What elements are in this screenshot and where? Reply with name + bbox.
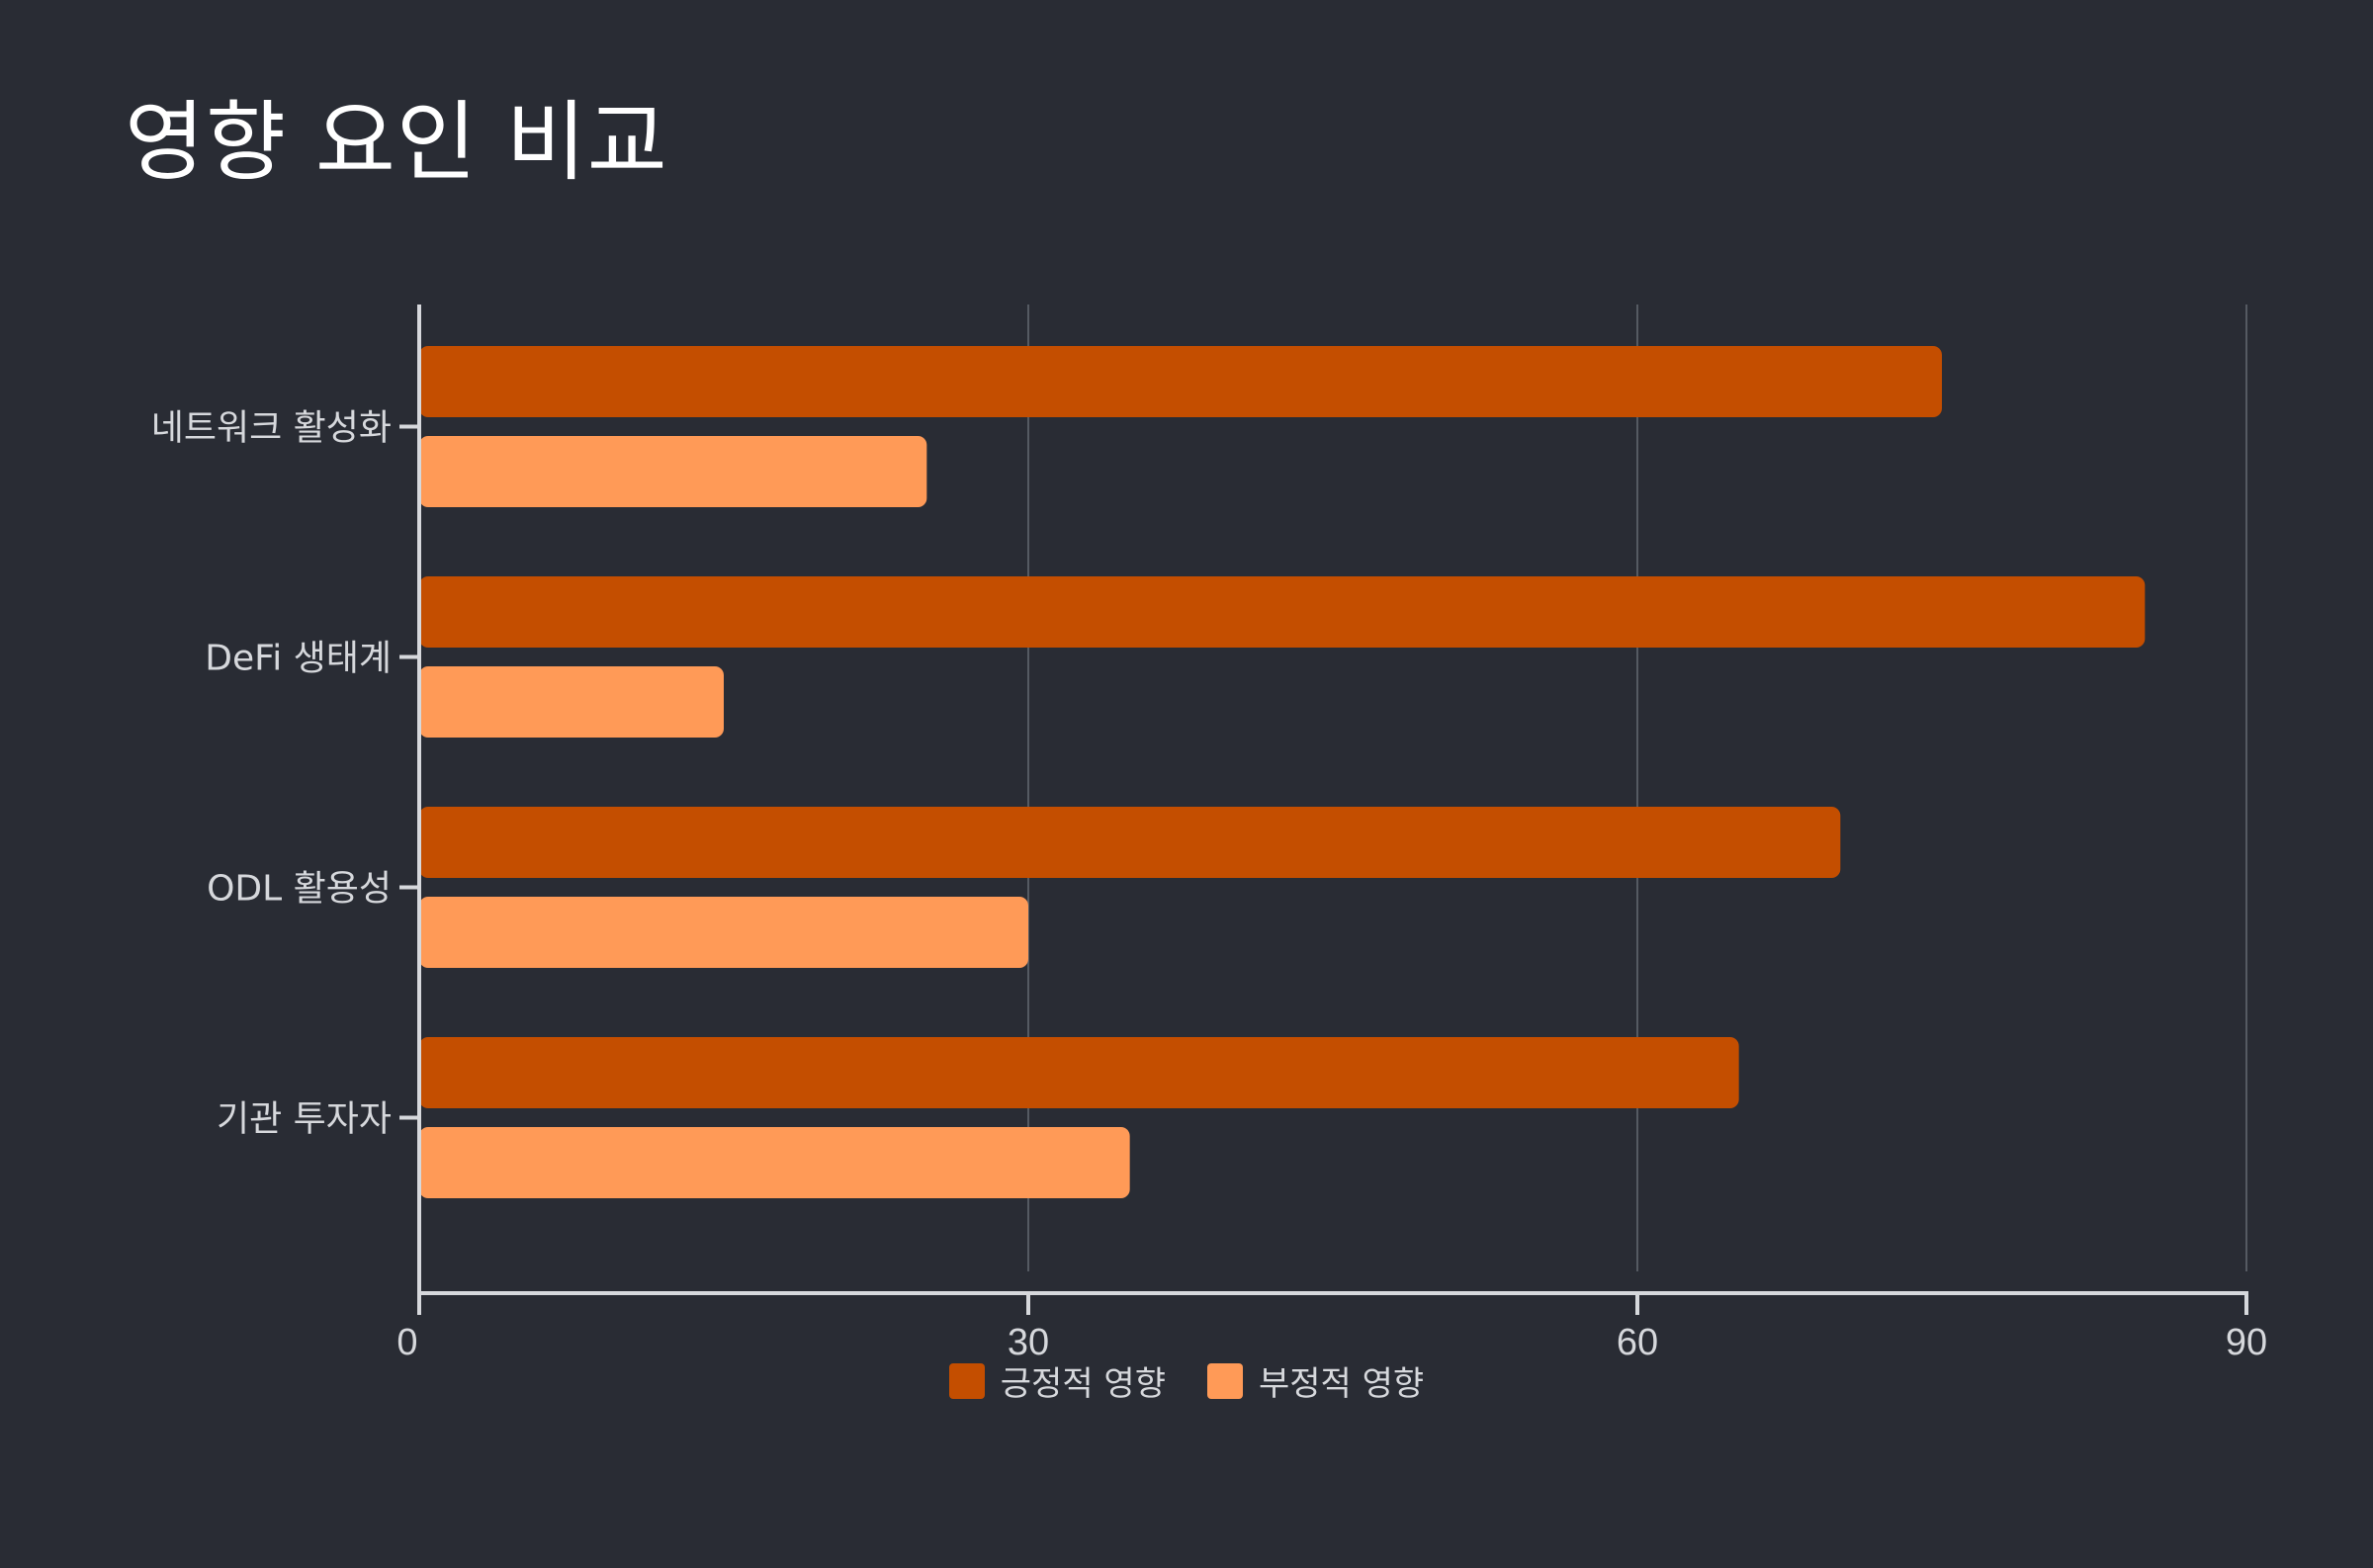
- bar-negative-0[interactable]: [419, 436, 927, 507]
- bar-positive-2[interactable]: [419, 807, 1841, 878]
- axes: [399, 305, 2248, 1315]
- x-tick-label: 90: [2226, 1322, 2267, 1363]
- bar-positive-3[interactable]: [419, 1037, 1739, 1108]
- legend-item-positive[interactable]: 긍정적 영향: [948, 1356, 1166, 1405]
- chart-title: 영향 요인 비교: [125, 91, 668, 193]
- x-tick-label: 60: [1617, 1322, 1658, 1363]
- legend-item-negative[interactable]: 부정적 영향: [1207, 1356, 1424, 1405]
- y-tick-label: 기관 투자자: [217, 1099, 392, 1140]
- bar-negative-1[interactable]: [419, 666, 724, 738]
- bar-negative-3[interactable]: [419, 1127, 1130, 1198]
- bars: [419, 346, 2146, 1198]
- y-tick-label: 네트워크 활성화: [151, 408, 392, 449]
- legend: 긍정적 영향 부정적 영향: [0, 1356, 2373, 1405]
- legend-swatch-negative: [1207, 1362, 1243, 1399]
- x-tick-label: 30: [1008, 1322, 1049, 1363]
- bar-positive-1[interactable]: [419, 576, 2146, 648]
- x-tick-label: 0: [396, 1322, 417, 1363]
- bar-negative-2[interactable]: [419, 897, 1028, 968]
- legend-label-negative: 부정적 영향: [1259, 1364, 1425, 1404]
- bar-positive-0[interactable]: [419, 346, 1942, 417]
- legend-swatch-positive: [948, 1362, 985, 1399]
- grid-lines: [1027, 305, 2247, 1271]
- y-tick-label: ODL 활용성: [207, 869, 392, 910]
- legend-label-positive: 긍정적 영향: [1000, 1364, 1166, 1404]
- y-tick-label: DeFi 생태계: [205, 639, 392, 679]
